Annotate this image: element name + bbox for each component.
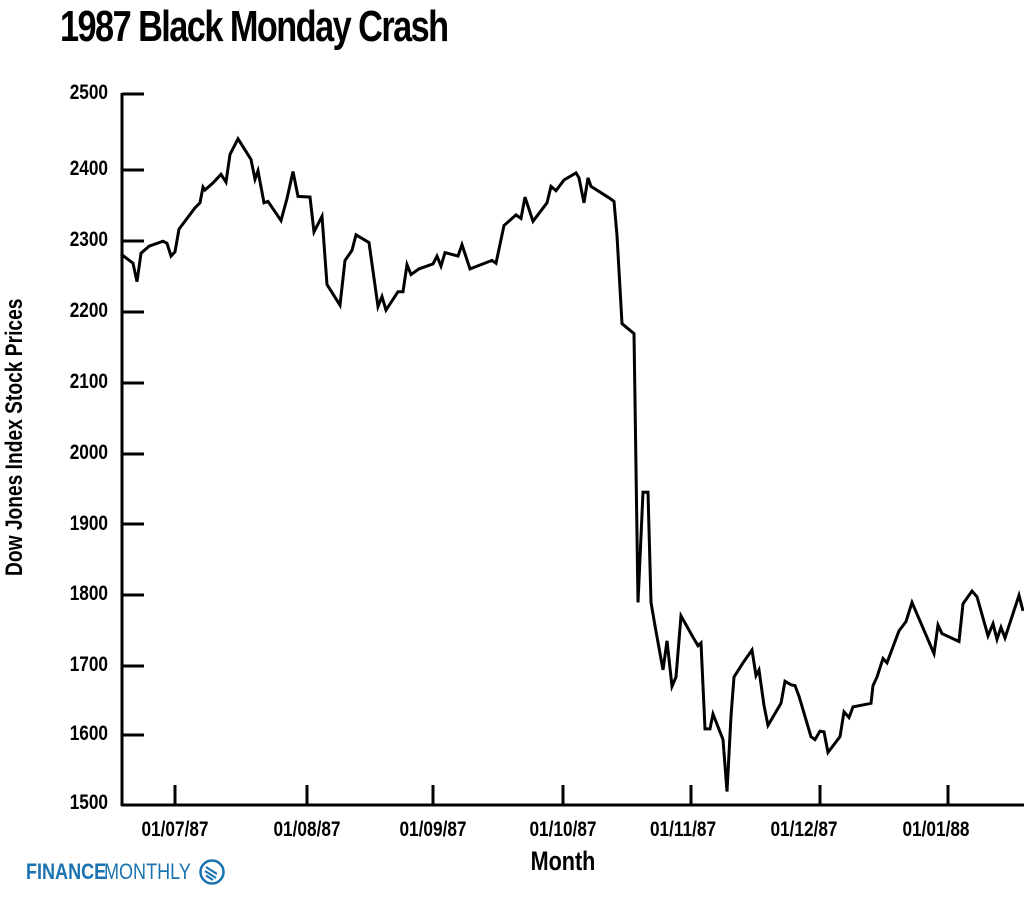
x-tick-label: 01/11/87 bbox=[649, 818, 717, 841]
logo-text-light: MONTHLY bbox=[103, 859, 191, 884]
y-tick-label: 2000 bbox=[69, 441, 108, 464]
y-tick-label: 1500 bbox=[69, 791, 108, 814]
y-tick-label: 2500 bbox=[69, 81, 108, 104]
chart-title: 1987 Black Monday Crash bbox=[60, 2, 449, 51]
y-tick-label: 2300 bbox=[69, 228, 108, 251]
y-tick-label: 2400 bbox=[69, 157, 108, 180]
y-tick-label: 1600 bbox=[69, 722, 108, 745]
finance-monthly-logo-icon bbox=[198, 859, 225, 885]
x-tick-label: 01/07/87 bbox=[141, 818, 209, 841]
x-tick-label: 01/08/87 bbox=[273, 818, 341, 841]
y-tick-label: 1900 bbox=[69, 512, 108, 535]
x-axis-label: Month bbox=[530, 846, 596, 876]
x-tick-label: 01/12/87 bbox=[770, 818, 838, 841]
y-tick-label: 2100 bbox=[69, 370, 108, 393]
y-tick-label: 2200 bbox=[69, 299, 108, 322]
x-tick-label: 01/10/87 bbox=[529, 818, 597, 841]
x-axis bbox=[121, 785, 1024, 807]
x-tick-label: 01/01/88 bbox=[902, 818, 970, 841]
logo-text-bold: FINANCE bbox=[26, 859, 107, 884]
y-tick-label: 1700 bbox=[69, 653, 108, 676]
dow-jones-price-line bbox=[120, 135, 1024, 792]
finance-monthly-logo: FINANCE MONTHLY bbox=[26, 857, 226, 887]
y-axis bbox=[120, 92, 144, 806]
y-tick-label: 1800 bbox=[69, 582, 108, 605]
x-tick-label: 01/09/87 bbox=[399, 818, 467, 841]
